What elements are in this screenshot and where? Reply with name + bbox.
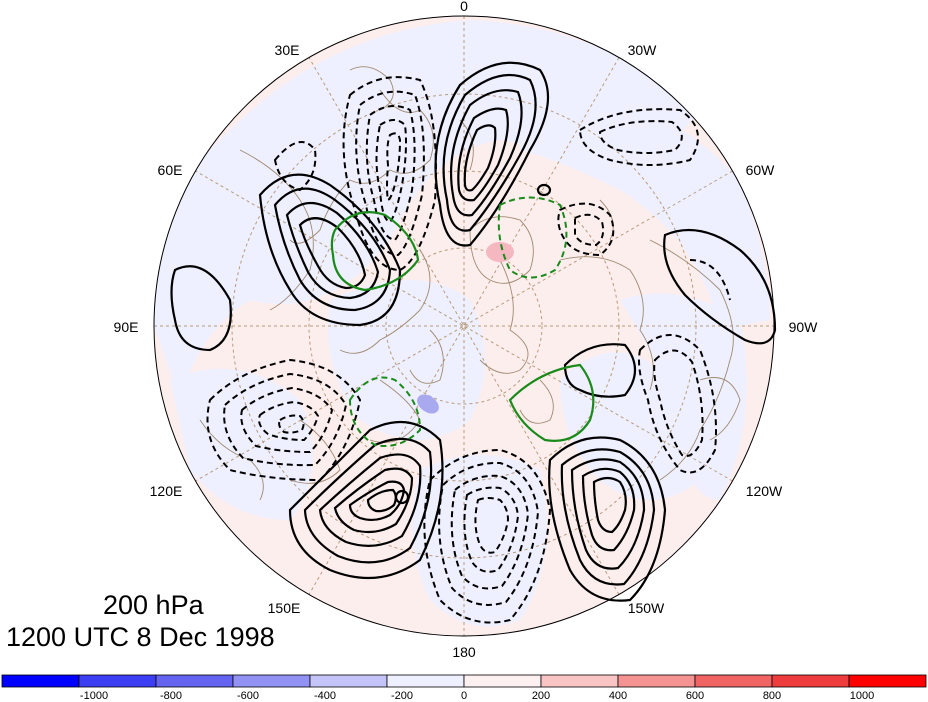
negative-shading-region bbox=[170, 368, 313, 520]
green-dashed-contours bbox=[348, 196, 568, 447]
shading-layer bbox=[154, 20, 770, 627]
colorbar-tick-label: -800 bbox=[160, 690, 182, 702]
green-contours bbox=[330, 211, 595, 442]
colorbar-tick-label: 800 bbox=[763, 690, 781, 702]
lon-label-150e: 150E bbox=[268, 600, 301, 616]
colorbar-tick-label: -200 bbox=[391, 690, 413, 702]
colorbar-box bbox=[1, 674, 80, 688]
lon-label-180: 180 bbox=[452, 644, 476, 660]
colorbar-tick-label: 0 bbox=[461, 690, 467, 702]
negative-contours bbox=[206, 76, 731, 624]
colorbar-tick-label: -1000 bbox=[80, 690, 108, 702]
colorbar-box bbox=[540, 674, 619, 688]
lon-label-30e: 30E bbox=[275, 42, 300, 58]
negative-anomaly-patch bbox=[417, 394, 439, 414]
colorbar-box bbox=[309, 674, 388, 688]
colorbar-box bbox=[386, 674, 465, 688]
negative-shading-region bbox=[520, 99, 770, 330]
negative-shading-region bbox=[620, 293, 747, 500]
colorbar-box bbox=[78, 674, 157, 688]
positive-anomaly-patch bbox=[486, 242, 514, 262]
lon-label-60w: 60W bbox=[746, 162, 776, 178]
lon-label-30w: 30W bbox=[628, 42, 658, 58]
colorbar-box bbox=[848, 674, 927, 688]
negative-shading-region bbox=[328, 280, 485, 440]
colorbar-box bbox=[463, 674, 542, 688]
colorbar-tick-label: -400 bbox=[314, 690, 336, 702]
colorbar: -1000 -800 -600 -400 -200 0 200 400 600 … bbox=[1, 674, 927, 702]
colorbar-box bbox=[771, 674, 850, 688]
colorbar-box bbox=[155, 674, 234, 688]
colorbar-box bbox=[232, 674, 311, 688]
caption-time: 1200 UTC 8 Dec 1998 bbox=[6, 622, 275, 652]
lon-label-120e: 120E bbox=[150, 483, 183, 499]
graticule bbox=[154, 16, 774, 636]
lon-label-150w: 150W bbox=[628, 600, 665, 616]
lon-label-0: 0 bbox=[460, 0, 468, 14]
map-outline bbox=[153, 15, 775, 637]
colorbar-box bbox=[694, 674, 773, 688]
lon-label-90e: 90E bbox=[114, 319, 139, 335]
colorbar-box bbox=[617, 674, 696, 688]
colorbar-tick-label: 200 bbox=[532, 690, 550, 702]
colorbar-tick-label: 400 bbox=[609, 690, 627, 702]
lon-label-90w: 90W bbox=[789, 319, 819, 335]
colorbar-tick-label: 1000 bbox=[850, 690, 874, 702]
colorbar-tick-label: 600 bbox=[686, 690, 704, 702]
caption-level: 200 hPa bbox=[103, 590, 204, 620]
lon-label-120w: 120W bbox=[746, 483, 783, 499]
lon-label-60e: 60E bbox=[158, 162, 183, 178]
colorbar-boxes bbox=[1, 674, 927, 688]
colorbar-tick-label: -600 bbox=[237, 690, 259, 702]
